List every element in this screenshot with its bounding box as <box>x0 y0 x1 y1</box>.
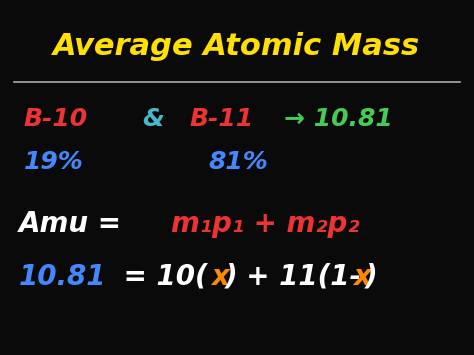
Text: x: x <box>211 263 229 291</box>
Text: Average Atomic Mass: Average Atomic Mass <box>54 32 420 61</box>
Text: Amu =: Amu = <box>19 210 132 237</box>
Text: ): ) <box>365 263 378 291</box>
Text: B-10: B-10 <box>24 107 88 131</box>
Text: → 10.81: → 10.81 <box>284 107 393 131</box>
Text: 81%: 81% <box>209 149 268 174</box>
Text: x: x <box>353 263 371 291</box>
Text: &: & <box>142 107 164 131</box>
Text: 10.81: 10.81 <box>19 263 107 291</box>
Text: m₁p₁ + m₂p₂: m₁p₁ + m₂p₂ <box>171 210 359 237</box>
Text: ) + 11(1-: ) + 11(1- <box>225 263 362 291</box>
Text: B-11: B-11 <box>190 107 254 131</box>
Text: 19%: 19% <box>24 149 83 174</box>
Text: = 10(: = 10( <box>114 263 208 291</box>
